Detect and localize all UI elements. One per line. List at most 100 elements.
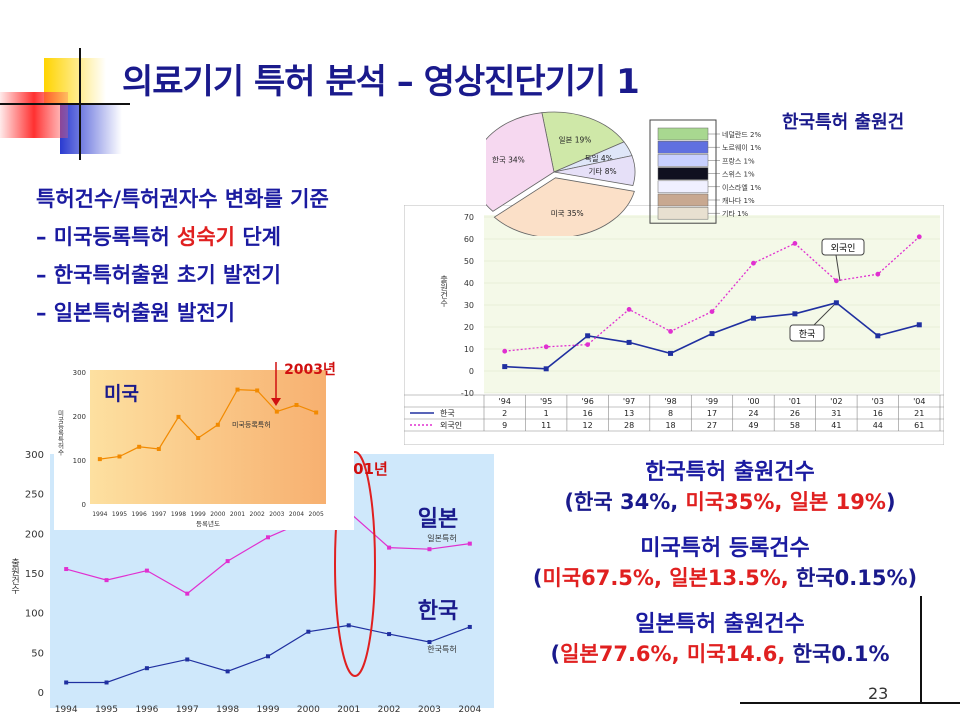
x-tick-label: '96 — [581, 397, 593, 406]
legend-foreign: 외국인 — [440, 420, 462, 430]
x-tick-label: '97 — [623, 397, 635, 406]
x-tick-label: 2002 — [378, 705, 401, 715]
breakdown-cell — [657, 180, 709, 194]
data-point — [916, 322, 922, 328]
x-tick-label: 1997 — [151, 511, 166, 518]
corner-decoration — [0, 0, 130, 160]
y-tick-label: 0 — [38, 688, 44, 699]
table-value: 31 — [831, 409, 841, 418]
data-point — [274, 409, 279, 414]
pie-slice-미국 — [493, 177, 635, 236]
data-point — [585, 333, 591, 339]
data-point — [875, 271, 881, 277]
y-tick-label: 300 — [25, 450, 44, 461]
stat-korea: 한국특허 출원건수 (한국 34%, 미국35%, 일본 19%) — [564, 460, 896, 514]
korea-patent-chart: -10 0 10 20 30 40 50 60 70 출원건수 '94 '95 '96 '97 '98 '99… — [404, 205, 944, 445]
plot-area — [90, 370, 326, 504]
data-point — [346, 623, 351, 628]
y-tick-label: 40 — [464, 279, 474, 288]
x-tick-label: 2005 — [309, 511, 324, 518]
breakdown-frame — [649, 119, 717, 224]
data-point — [185, 657, 190, 662]
data-point — [543, 366, 549, 372]
table-value: 17 — [707, 409, 717, 418]
table-value: 28 — [624, 421, 634, 430]
japan-series-name: 일본특허 — [427, 534, 456, 543]
legend-korea: 한국 — [440, 409, 455, 418]
data-point — [668, 350, 674, 356]
breakdown-cell — [657, 167, 709, 180]
data-point — [97, 457, 102, 462]
y-axis-label: 출원건수 — [440, 274, 449, 308]
data-point — [626, 339, 632, 345]
table-value: 58 — [790, 421, 800, 430]
data-point — [709, 331, 715, 337]
y-tick-label: 250 — [25, 490, 44, 501]
breakdown-cell — [657, 154, 709, 167]
us-label: 미국 — [104, 383, 139, 405]
bullet-list: 특허건수/특허권자수 변화를 기준 – 미국등록특허 성숙기 단계 – 한국특허… — [36, 180, 329, 332]
data-point — [104, 680, 109, 685]
data-point — [833, 278, 839, 284]
x-tick-label: 1998 — [216, 705, 239, 715]
table-value: 18 — [665, 421, 675, 430]
data-point — [875, 333, 881, 339]
x-tick-label: '03 — [872, 397, 884, 406]
y-tick-label: 200 — [25, 529, 44, 540]
callout-pointer — [835, 254, 841, 282]
chart-title: 한국특허 출원건 — [825, 205, 940, 206]
data-point — [427, 640, 432, 645]
data-point — [750, 315, 756, 321]
us-series-name: 미국등록특허 — [232, 420, 271, 429]
table-value: 8 — [668, 409, 673, 418]
x-tick-label: 2004 — [458, 705, 481, 715]
x-tick-label: 1995 — [95, 705, 118, 715]
data-point — [792, 241, 798, 246]
x-tick-label: 1994 — [92, 511, 107, 518]
y-tick-label: 300 — [73, 369, 86, 377]
data-point — [502, 348, 508, 354]
table-value: 2 — [502, 409, 507, 418]
data-point — [266, 654, 270, 659]
us-patent-chart: 0 100 200 300 미국등록특허수 1994 1995 1996 1997 1998 199… — [54, 360, 354, 530]
x-tick-label: '02 — [830, 397, 842, 406]
data-point — [156, 447, 161, 451]
pie-label: 일본 19% — [559, 136, 592, 145]
table-value: 1 — [544, 409, 549, 418]
pie-label: 기타 8% — [589, 167, 617, 176]
data-point — [137, 444, 142, 449]
data-point — [467, 624, 472, 629]
data-point — [916, 234, 922, 240]
data-point — [792, 311, 798, 317]
breakdown-label: 캐나다 1% — [722, 196, 755, 205]
data-point — [427, 547, 432, 552]
x-tick-label: 2000 — [297, 705, 320, 715]
data-point — [104, 578, 109, 583]
data-point — [294, 403, 299, 407]
pie-slice-한국 — [486, 112, 555, 212]
data-point — [668, 329, 673, 334]
korea-chart-title: 한국특허 출원건 — [782, 112, 905, 133]
corner-bracket — [920, 596, 922, 704]
x-tick-label: '01 — [789, 397, 801, 406]
table-value: 49 — [748, 421, 758, 430]
data-point — [64, 680, 69, 685]
x-tick-label: 1999 — [191, 511, 206, 518]
x-tick-label: 2001 — [230, 511, 245, 518]
breakdown-label: 스위스 1% — [722, 171, 755, 179]
data-point — [306, 629, 311, 634]
x-tick-label: '99 — [706, 397, 718, 406]
callout-box — [821, 238, 865, 256]
table-value: 16 — [583, 409, 593, 418]
bottom-rule — [740, 702, 960, 704]
table-value: 27 — [707, 421, 717, 430]
x-tick-label: '00 — [747, 397, 759, 406]
japan-label: 일본 — [418, 507, 458, 532]
y-axis-label: 미국등록특허수 — [56, 409, 64, 457]
y-tick-label: 60 — [464, 235, 474, 244]
data-point — [225, 559, 230, 564]
data-point — [751, 260, 756, 266]
table-value: 26 — [790, 409, 800, 418]
table-value: 41 — [831, 421, 841, 430]
data-point — [255, 388, 260, 393]
